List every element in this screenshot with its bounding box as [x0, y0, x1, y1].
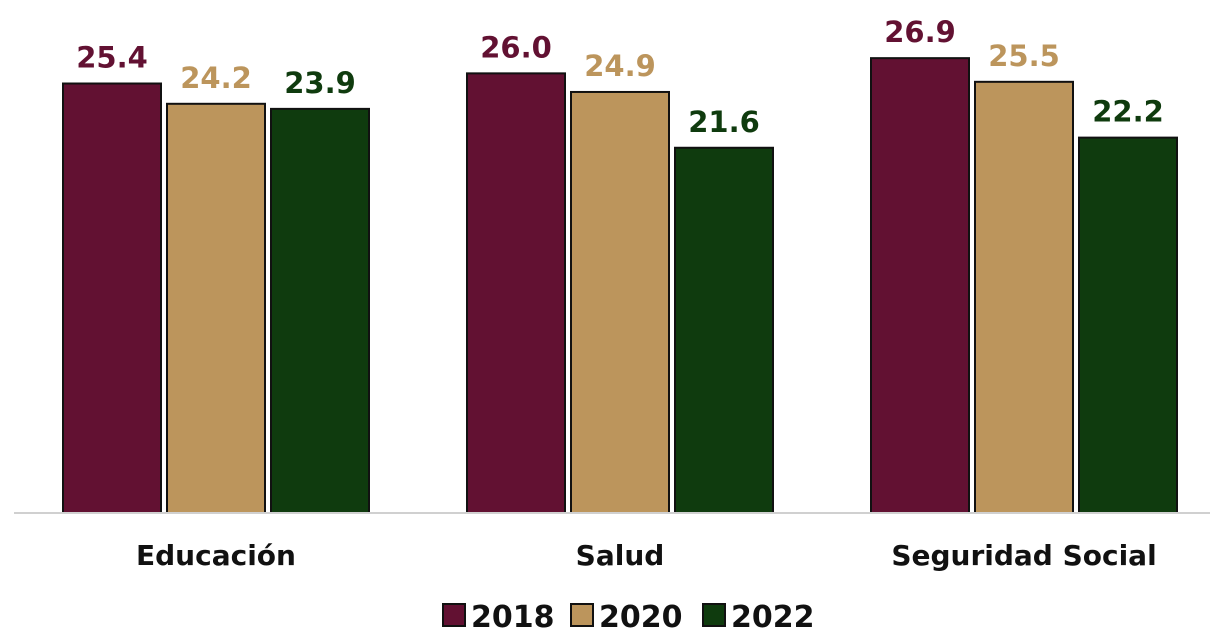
legend-swatch-2020: [570, 603, 594, 627]
value-labels-group: 25.4 24.2 23.9 26.0 24.9 21.6 26.9 25.5 22.2: [76, 15, 1164, 139]
value-label-salud-2018: 26.0: [480, 30, 552, 64]
legend-label-2020: 2020: [599, 600, 683, 630]
category-label-seguridad-social: Seguridad Social: [891, 539, 1156, 572]
bar-seguridad-social-2018: [870, 57, 970, 515]
bar-seguridad-social-2020: [974, 80, 1074, 515]
value-label-salud-2022: 21.6: [688, 105, 760, 139]
value-label-educacion-2022: 23.9: [284, 66, 356, 100]
value-label-educacion-2020: 24.2: [180, 61, 252, 95]
value-label-seguridad-social-2018: 26.9: [884, 15, 956, 49]
legend-swatch-2022: [702, 603, 726, 627]
bar-educacion-2022: [270, 107, 370, 514]
value-label-salud-2020: 24.9: [584, 49, 656, 83]
category-label-educacion: Educación: [136, 539, 296, 572]
bar-educacion-2018: [62, 82, 162, 514]
legend-swatch-2018: [442, 603, 466, 627]
legend-label-2018: 2018: [471, 600, 555, 630]
bar-educacion-2020: [166, 102, 266, 515]
category-labels-group: Educación Salud Seguridad Social: [136, 539, 1157, 572]
legend-label-2022: 2022: [731, 600, 815, 630]
value-label-educacion-2018: 25.4: [76, 41, 148, 75]
bar-salud-2020: [570, 90, 670, 515]
bars-group: [62, 57, 1178, 515]
legend: 2018 2020 2022: [442, 600, 815, 630]
bar-salud-2022: [674, 146, 774, 514]
value-label-seguridad-social-2020: 25.5: [988, 39, 1060, 73]
value-label-seguridad-social-2022: 22.2: [1092, 95, 1164, 129]
category-label-salud: Salud: [576, 539, 665, 572]
bar-seguridad-social-2022: [1078, 136, 1178, 514]
bar-salud-2018: [466, 72, 566, 514]
